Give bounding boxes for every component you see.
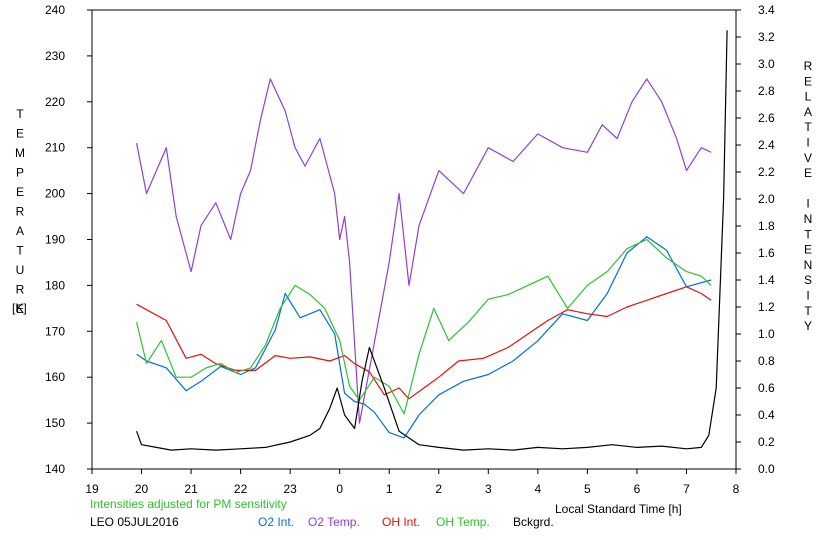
- y-left-tick-label: 240: [45, 3, 65, 17]
- y-right-title-letter: E: [804, 74, 812, 88]
- y-left-title-letter: E: [16, 302, 24, 316]
- x-tick-label: 20: [135, 482, 149, 496]
- y-left-tick-label: 180: [45, 278, 65, 292]
- y-right-title-letter: A: [804, 105, 812, 119]
- y-left-tick-label: 190: [45, 233, 65, 247]
- y-right-tick-label: 2.8: [758, 84, 775, 98]
- y-left-title-letter: E: [16, 127, 24, 141]
- y-right-tick-label: 3.4: [758, 3, 775, 17]
- x-tick-label: 8: [733, 482, 740, 496]
- y-right-tick-label: 1.8: [758, 219, 775, 233]
- y-left-tick-label: 140: [45, 462, 65, 476]
- x-axis-label: Local Standard Time [h]: [555, 502, 682, 516]
- tick-layer: 19 20 21 22 23 0 1 2 3 4 5 6 7 8140150160170180190200…: [45, 3, 775, 496]
- y-right-title-letter: T: [804, 120, 812, 134]
- x-tick-label: 22: [234, 482, 248, 496]
- y-right-tick-label: 2.2: [758, 165, 775, 179]
- legend-item-o2-int: O2 Int.: [258, 515, 294, 529]
- y-left-tick-label: 210: [45, 141, 65, 155]
- y-right-tick-label: 0.2: [758, 435, 775, 449]
- y-right-tick-label: 0.0: [758, 462, 775, 476]
- y-right-title-letter: I: [806, 289, 809, 303]
- series-line-o2-temp: [136, 78, 712, 424]
- y-left-title-letter: T: [16, 244, 24, 258]
- y-left-title-letter: E: [16, 185, 24, 199]
- y-left-title-letter: P: [16, 166, 24, 180]
- y-right-title-letter: I: [806, 136, 809, 150]
- legend: O2 Int. O2 Temp. OH Int. OH Temp. Bckgrd.: [258, 515, 554, 529]
- legend-item-o2-temp: O2 Temp.: [308, 515, 360, 529]
- x-tick-label: 2: [435, 482, 442, 496]
- y-right-title-letter: S: [804, 273, 812, 287]
- y-left-title-letter: M: [15, 146, 25, 160]
- y-right-tick-label: 1.0: [758, 327, 775, 341]
- x-tick-label: 0: [336, 482, 343, 496]
- y-right-title-letter: E: [804, 243, 812, 257]
- y-right-tick-label: 2.6: [758, 111, 775, 125]
- x-tick-label: 1: [386, 482, 393, 496]
- y-right-title-letter: E: [804, 166, 812, 180]
- y-right-title-letter: N: [804, 212, 813, 226]
- y-left-title-letter: T: [16, 107, 24, 121]
- y-left-title-letter: R: [16, 205, 25, 219]
- x-tick-label: 3: [485, 482, 492, 496]
- y-right-tick-label: 1.4: [758, 273, 775, 287]
- y-right-tick-label: 0.8: [758, 354, 775, 368]
- y-right-title-letter: Y: [804, 319, 812, 333]
- note-label: Intensities adjusted for PM sensitivity: [90, 497, 287, 511]
- y-right-tick-label: 2.4: [758, 138, 775, 152]
- y-right-title-letter: R: [804, 59, 813, 73]
- x-tick-label: 6: [634, 482, 641, 496]
- y-left-unit: [K]: [12, 301, 27, 315]
- legend-item-oh-int: OH Int.: [382, 515, 420, 529]
- y-left-tick-label: 150: [45, 416, 65, 430]
- y-right-title-letter: I: [806, 197, 809, 211]
- series-line-bckgrd: [136, 30, 728, 451]
- station-label: LEO 05JUL2016: [90, 515, 179, 529]
- y-right-tick-label: 3.2: [758, 30, 775, 44]
- plot-area: [91, 9, 737, 470]
- y-left-tick-label: 230: [45, 49, 65, 63]
- y-right-title-letter: L: [805, 90, 812, 104]
- y-right-title-letter: T: [804, 227, 812, 241]
- y-left-tick-label: 220: [45, 95, 65, 109]
- y-right-title-letter: V: [804, 151, 812, 165]
- y-right-tick-label: 2.0: [758, 192, 775, 206]
- y-right-tick-label: 1.6: [758, 246, 775, 260]
- x-tick-label: 7: [683, 482, 690, 496]
- y-right-tick-label: 3.0: [758, 57, 775, 71]
- x-tick-label: 19: [85, 482, 99, 496]
- y-right-tick-label: 0.4: [758, 408, 775, 422]
- legend-item-bckgrd: Bckgrd.: [513, 515, 554, 529]
- y-right-tick-label: 1.2: [758, 300, 775, 314]
- x-tick-label: 5: [584, 482, 591, 496]
- x-tick-label: 21: [184, 482, 198, 496]
- series-line-o2-int: [136, 236, 712, 439]
- x-tick-label: 4: [535, 482, 542, 496]
- legend-item-oh-temp: OH Temp.: [436, 515, 490, 529]
- series-line-oh-temp: [136, 238, 712, 415]
- y-right-title-letter: T: [804, 304, 812, 318]
- series-layer: [136, 30, 728, 451]
- y-left-title-letter: U: [16, 263, 25, 277]
- y-left-title-letter: R: [16, 283, 25, 297]
- x-tick-label: 23: [283, 482, 297, 496]
- y-left-title-letter: A: [16, 224, 24, 238]
- y-right-title-letter: N: [804, 258, 813, 272]
- y-left-tick-label: 170: [45, 324, 65, 338]
- y-left-tick-label: 160: [45, 370, 65, 384]
- y-right-tick-label: 0.6: [758, 381, 775, 395]
- y-left-tick-label: 200: [45, 187, 65, 201]
